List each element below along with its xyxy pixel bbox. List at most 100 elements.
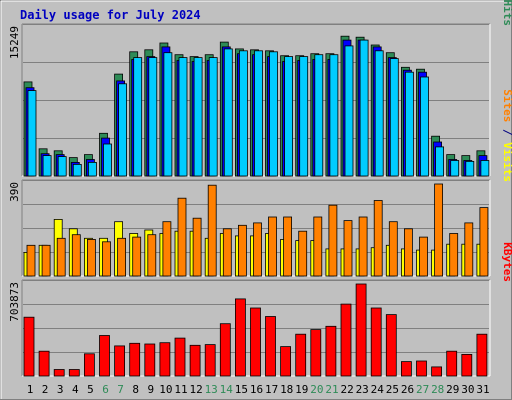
bar-kbytes-day-23 (355, 283, 367, 377)
bar-pages-day-23 (359, 39, 369, 177)
bar-kbytes-day-27 (416, 360, 427, 377)
bar-kbytes-day-7 (114, 345, 125, 377)
bar-sites-day-24 (373, 200, 383, 277)
bar-sites-day-13 (207, 184, 217, 277)
bar-pages-day-25 (389, 58, 399, 177)
x-tick-label-day-30: 30 (461, 383, 474, 396)
x-tick-label-day-8: 8 (132, 383, 139, 396)
x-tick-label-day-11: 11 (174, 383, 187, 396)
bar-pages-day-29 (450, 160, 460, 177)
panel-hits-series-legend: Pages / Files / Hits (501, 0, 512, 26)
bar-kbytes-day-28 (431, 366, 443, 377)
bar-pages-day-24 (374, 50, 384, 177)
bar-sites-day-16 (253, 222, 262, 277)
bar-kbytes-day-19 (295, 333, 307, 377)
panel-kbytes-ymax-label: 703873 (8, 282, 21, 322)
bar-sites-day-27 (419, 236, 428, 277)
bar-sites-day-31 (479, 207, 489, 277)
bar-sites-day-26 (403, 228, 413, 277)
bar-kbytes-day-10 (159, 342, 171, 377)
x-tick-label-day-7: 7 (117, 383, 124, 396)
bar-pages-day-9 (148, 57, 158, 177)
bar-sites-day-3 (56, 237, 66, 277)
x-tick-label-day-16: 16 (250, 383, 263, 396)
bar-pages-day-26 (404, 71, 414, 177)
bar-kbytes-day-18 (280, 346, 292, 377)
x-tick-label-day-24: 24 (371, 383, 385, 396)
bar-kbytes-day-3 (53, 369, 65, 377)
bar-pages-day-30 (465, 160, 475, 177)
bar-sites-day-29 (449, 233, 459, 277)
x-tick-label-day-18: 18 (280, 383, 293, 396)
bar-sites-day-10 (162, 221, 172, 277)
bar-kbytes-day-30 (461, 353, 473, 377)
bar-pages-day-13 (208, 57, 218, 177)
bar-sites-day-14 (222, 228, 232, 277)
x-tick-label-day-10: 10 (159, 383, 172, 396)
x-tick-label-day-5: 5 (87, 383, 94, 396)
bar-kbytes-day-8 (129, 342, 141, 377)
bar-pages-day-28 (435, 146, 445, 177)
panel-hits: 15249 Pages / Files / Hits (8, 0, 512, 177)
x-tick-label-day-12: 12 (189, 383, 202, 396)
x-tick-label-day-13: 13 (205, 383, 218, 396)
bar-sites-day-5 (87, 238, 96, 277)
bar-sites-day-8 (132, 236, 142, 277)
bar-sites-day-20 (313, 216, 323, 277)
bar-kbytes-day-9 (144, 343, 156, 377)
bar-pages-day-17 (269, 51, 278, 177)
bar-kbytes-day-16 (250, 307, 261, 377)
bar-sites-day-18 (283, 216, 293, 277)
bar-pages-day-15 (238, 50, 248, 177)
x-tick-label-day-20: 20 (310, 383, 323, 396)
bar-sites-day-11 (177, 197, 187, 277)
bar-pages-day-21 (329, 54, 339, 177)
bar-pages-day-12 (193, 57, 203, 177)
bar-kbytes-day-22 (340, 303, 352, 377)
bar-pages-day-4 (72, 163, 82, 177)
bar-kbytes-day-20 (310, 329, 322, 377)
bar-kbytes-day-11 (174, 337, 186, 377)
panel-visits-series-legend: Sites / Visits (501, 89, 512, 182)
bar-kbytes-day-31 (476, 333, 488, 377)
bar-pages-day-14 (223, 48, 233, 177)
x-tick-label-day-1: 1 (27, 383, 34, 396)
bar-kbytes-day-5 (84, 353, 95, 377)
bar-pages-day-18 (284, 56, 294, 177)
bar-sites-day-23 (358, 216, 368, 277)
panel-hits-ymax-label: 15249 (8, 26, 21, 59)
bar-pages-day-2 (42, 155, 52, 177)
bar-pages-day-20 (314, 54, 324, 177)
bar-sites-day-9 (147, 234, 157, 277)
bar-kbytes-day-4 (68, 369, 80, 377)
bar-sites-day-7 (117, 237, 126, 277)
bar-kbytes-day-25 (385, 314, 397, 377)
x-tick-label-day-31: 31 (476, 383, 489, 396)
legend-part: Sites (501, 89, 512, 122)
panel-kbytes: 703873 KBytes (8, 242, 512, 377)
bar-kbytes-day-26 (400, 361, 412, 377)
bar-sites-day-21 (328, 204, 338, 277)
bar-pages-day-19 (299, 56, 309, 177)
bar-pages-day-22 (344, 45, 354, 177)
bar-kbytes-day-12 (189, 344, 201, 377)
x-tick-label-day-3: 3 (57, 383, 64, 396)
panel-kbytes-series-legend: KBytes (501, 242, 512, 282)
bar-pages-day-5 (88, 161, 97, 177)
bar-pages-day-16 (254, 50, 263, 177)
bar-sites-day-30 (464, 222, 474, 277)
bar-kbytes-day-2 (38, 350, 50, 377)
bar-kbytes-day-1 (23, 316, 35, 377)
bar-kbytes-day-15 (234, 298, 246, 377)
x-tick-label-day-6: 6 (102, 383, 109, 396)
bar-sites-day-22 (343, 220, 353, 277)
bar-kbytes-day-6 (99, 335, 110, 377)
bar-sites-day-17 (268, 216, 277, 277)
bar-kbytes-day-24 (370, 307, 382, 377)
bar-sites-day-4 (71, 234, 81, 277)
x-tick-label-day-29: 29 (446, 383, 459, 396)
x-tick-label-day-2: 2 (42, 383, 49, 396)
bar-pages-day-31 (480, 160, 490, 177)
